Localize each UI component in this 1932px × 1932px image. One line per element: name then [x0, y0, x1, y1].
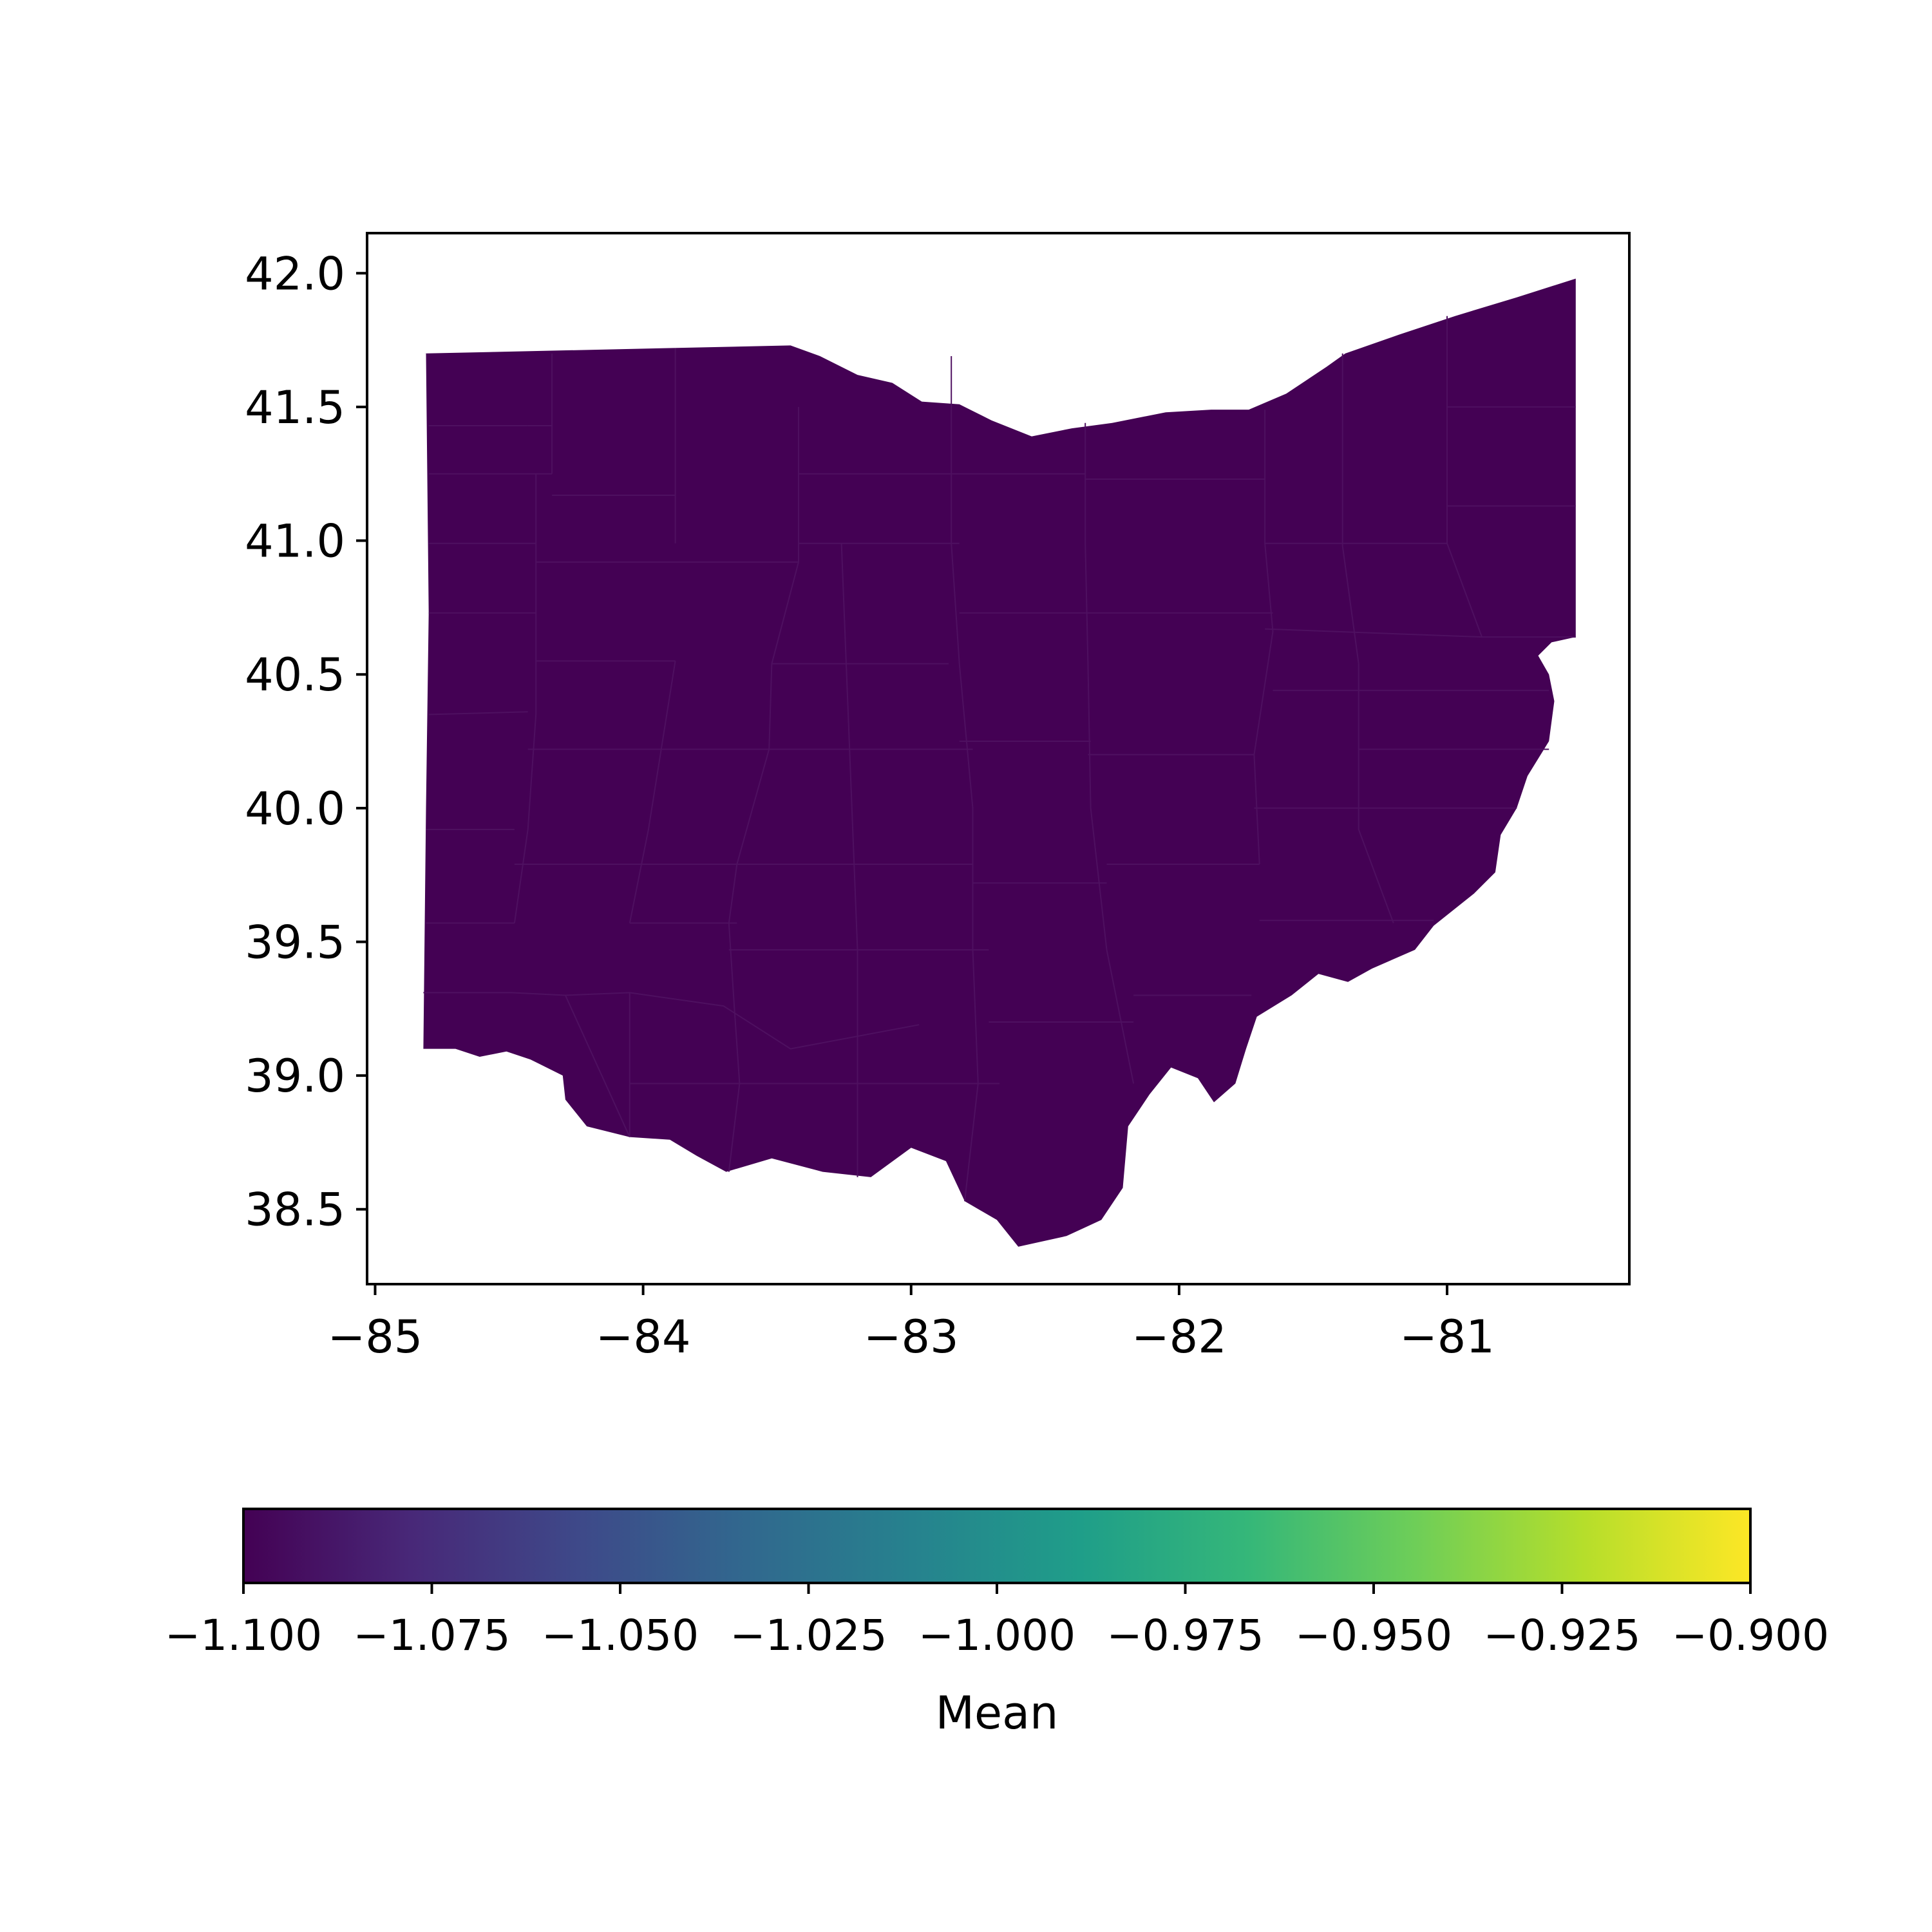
county-boundary-line	[840, 543, 858, 1177]
x-tick-label: −85	[328, 1311, 423, 1363]
colorbar	[242, 1508, 1752, 1584]
y-tick-label: 40.5	[245, 649, 345, 701]
county-boundary-line	[428, 711, 528, 715]
colorbar-tick-label: −0.950	[1295, 1611, 1452, 1660]
colorbar-ticks: −1.100 −1.075 −1.050 −1.025 −1.000 −0.975 −0.9…	[165, 1583, 1829, 1660]
y-tick-label: 39.0	[245, 1050, 345, 1103]
x-tick-label: −82	[1132, 1311, 1227, 1363]
colorbar-tick-label: −0.975	[1106, 1611, 1264, 1660]
county-boundaries	[423, 316, 1576, 1202]
x-tick-label: −84	[596, 1311, 691, 1363]
colorbar-tick-label: −0.900	[1672, 1611, 1829, 1660]
county-boundary-line	[1446, 316, 1483, 638]
county-boundary-line	[629, 661, 676, 923]
y-tick-label: 40.0	[245, 782, 345, 835]
y-axis: 38.5 39.0 39.5 40.0 40.5 41.0 41.5 42.0	[245, 247, 367, 1236]
y-tick-label: 42.0	[245, 247, 345, 300]
x-axis: −85 −84 −83 −82 −81	[328, 1284, 1495, 1363]
y-tick-label: 39.5	[245, 916, 345, 969]
colorbar-tick-label: −1.100	[165, 1611, 322, 1660]
county-boundary-line	[1253, 410, 1274, 865]
county-boundary-line	[1265, 628, 1576, 638]
county-boundary-line	[513, 473, 537, 923]
county-boundary-line	[951, 356, 979, 1202]
colorbar-tick-label: −1.000	[918, 1611, 1075, 1660]
colorbar-label: Mean	[936, 1687, 1059, 1739]
colorbar-tick-label: −1.050	[542, 1611, 699, 1660]
county-boundary-line	[1084, 422, 1135, 1084]
y-tick-label: 41.5	[245, 381, 345, 434]
x-tick-label: −83	[864, 1311, 959, 1363]
county-boundary-line	[1358, 663, 1394, 923]
ohio-county-map	[423, 278, 1576, 1247]
x-tick-label: −81	[1399, 1311, 1495, 1363]
county-boundary-line	[1341, 353, 1359, 664]
county-boundary-line	[564, 995, 630, 1138]
colorbar-tick-label: −1.025	[730, 1611, 887, 1660]
ohio-state-region	[423, 278, 1576, 1247]
axes-frame	[366, 232, 1631, 1285]
colorbar-tick-label: −0.925	[1483, 1611, 1640, 1660]
y-tick-label: 38.5	[245, 1184, 345, 1236]
colorbar-tick-label: −1.075	[353, 1611, 510, 1660]
y-tick-label: 41.0	[245, 515, 345, 568]
